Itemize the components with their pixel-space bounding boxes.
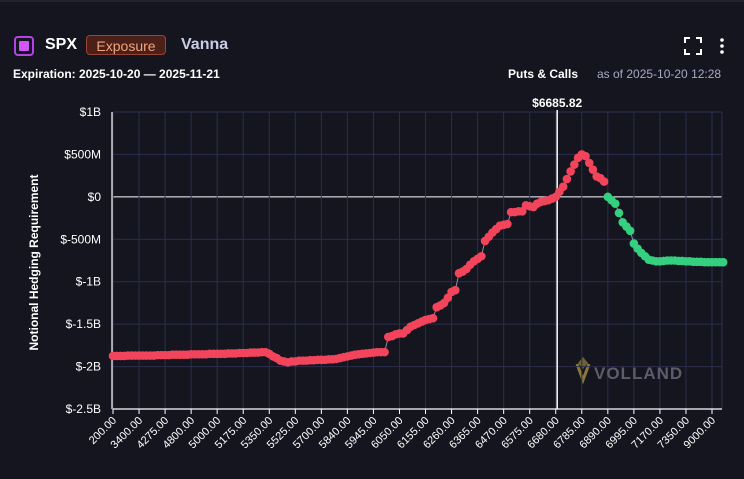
- option-types[interactable]: Puts & Calls: [508, 67, 579, 81]
- data-point: [428, 313, 438, 323]
- data-point: [584, 158, 594, 168]
- badge: Exposure: [86, 35, 166, 55]
- symbol-icon: [14, 36, 34, 56]
- data-point: [718, 257, 728, 267]
- y-tick-label: $-500M: [60, 232, 101, 246]
- expiration: Expiration: 2025-10-20 — 2025-11-21: [13, 67, 220, 81]
- data-point: [625, 226, 635, 236]
- data-point: [570, 160, 579, 169]
- watermark: [575, 357, 591, 385]
- data-point: [588, 165, 598, 175]
- metric[interactable]: Vanna: [181, 36, 229, 53]
- as-of: as of 2025-10-20 12:28: [597, 67, 722, 81]
- series-line: [113, 153, 605, 363]
- data-point: [581, 151, 590, 161]
- watermark-text: VOLLAND: [594, 364, 683, 383]
- data-point: [566, 167, 575, 176]
- data-point: [558, 182, 568, 191]
- data-point: [599, 177, 609, 186]
- y-tick-label: $0: [88, 190, 102, 204]
- data-point: [562, 174, 572, 184]
- y-tick-label: $-1B: [76, 275, 101, 289]
- data-point: [450, 285, 460, 295]
- y-axis-title: Notional Hedging Requirement: [27, 174, 41, 350]
- fullscreen-button[interactable]: [684, 37, 702, 55]
- y-tick-label: $500M: [64, 147, 101, 161]
- y-tick-label: $-2.5B: [66, 402, 101, 416]
- y-tick-label: $1B: [80, 105, 101, 119]
- symbol[interactable]: SPX: [45, 36, 78, 53]
- menu-button[interactable]: [718, 37, 726, 55]
- y-tick-label: $-1.5B: [66, 317, 101, 331]
- data-point: [380, 347, 389, 357]
- y-tick-label: $-2B: [76, 360, 101, 374]
- spot-label: $6685.82: [532, 96, 582, 110]
- data-point: [503, 219, 512, 229]
- data-point: [477, 251, 486, 261]
- data-point: [610, 199, 620, 208]
- data-point: [614, 208, 624, 218]
